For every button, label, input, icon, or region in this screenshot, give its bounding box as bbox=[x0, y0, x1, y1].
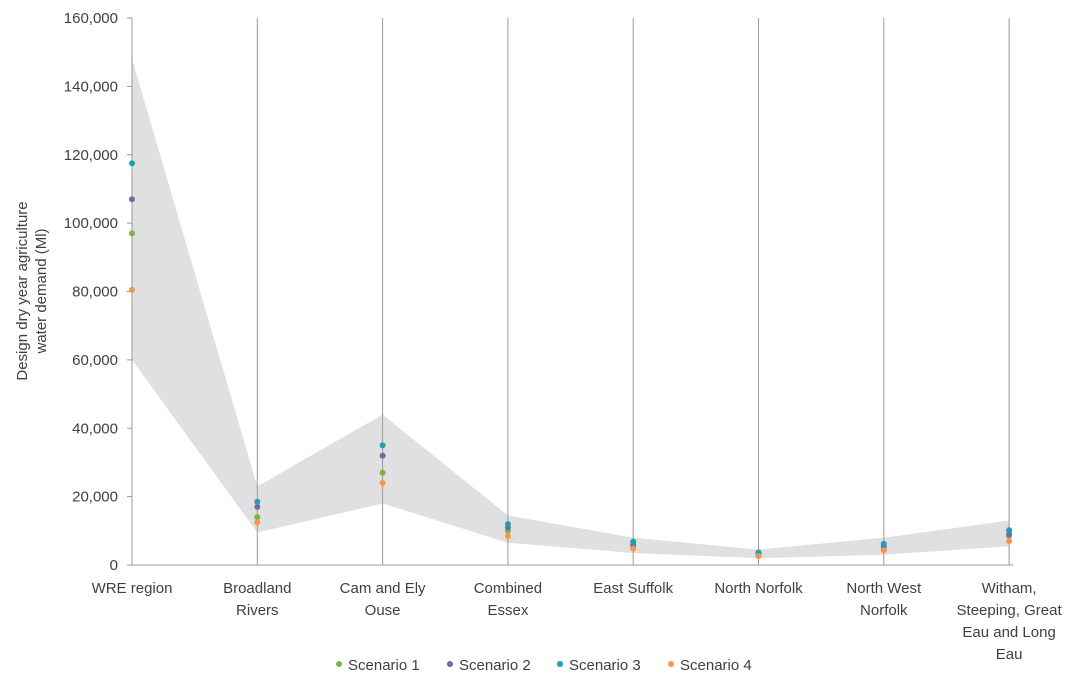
y-tick-label: 20,000 bbox=[72, 489, 118, 506]
legend-marker bbox=[668, 661, 674, 667]
data-point bbox=[756, 553, 762, 559]
category-label: East Suffolk bbox=[593, 580, 673, 597]
y-tick-label: 120,000 bbox=[64, 147, 118, 164]
data-point bbox=[380, 470, 386, 476]
category-label: North Norfolk bbox=[714, 580, 803, 597]
legend-label: Scenario 3 bbox=[569, 657, 641, 674]
category-label: Ouse bbox=[365, 602, 401, 619]
category-label: WRE region bbox=[92, 580, 173, 597]
data-point bbox=[630, 539, 636, 545]
category-label: Eau and Long bbox=[962, 624, 1055, 641]
data-point bbox=[129, 196, 135, 202]
category-label: Steeping, Great bbox=[957, 602, 1063, 619]
category-label: North West bbox=[846, 580, 922, 597]
category-label: Rivers bbox=[236, 602, 279, 619]
y-tick-label: 40,000 bbox=[72, 420, 118, 437]
data-point bbox=[129, 230, 135, 236]
category-label: Essex bbox=[487, 602, 528, 619]
data-point bbox=[254, 504, 260, 510]
data-point bbox=[129, 160, 135, 166]
legend-marker bbox=[336, 661, 342, 667]
data-point bbox=[380, 453, 386, 459]
legend-marker bbox=[447, 661, 453, 667]
y-tick-label: 140,000 bbox=[64, 78, 118, 95]
category-label: Eau bbox=[996, 646, 1023, 663]
legend-label: Scenario 2 bbox=[459, 657, 531, 674]
category-label: Cam and Ely bbox=[340, 580, 426, 597]
category-label: Broadland bbox=[223, 580, 291, 597]
legend-label: Scenario 1 bbox=[348, 657, 420, 674]
data-point bbox=[630, 546, 636, 552]
data-point bbox=[505, 521, 511, 527]
data-point bbox=[881, 547, 887, 553]
data-point bbox=[1006, 538, 1012, 544]
y-tick-label: 160,000 bbox=[64, 10, 118, 27]
category-label: Norfolk bbox=[860, 602, 908, 619]
y-axis-label: Design dry year agriculture bbox=[14, 201, 31, 380]
data-point bbox=[1006, 527, 1012, 533]
data-point bbox=[129, 287, 135, 293]
legend-label: Scenario 4 bbox=[680, 657, 752, 674]
data-point bbox=[881, 541, 887, 547]
data-point bbox=[254, 514, 260, 520]
data-point bbox=[254, 519, 260, 525]
y-tick-label: 80,000 bbox=[72, 284, 118, 301]
data-point bbox=[254, 499, 260, 505]
legend-marker bbox=[557, 661, 563, 667]
y-axis-label: water demand (Ml) bbox=[33, 228, 50, 354]
category-label: Witham, bbox=[982, 580, 1037, 597]
y-tick-label: 0 bbox=[110, 557, 118, 574]
data-point bbox=[380, 480, 386, 486]
category-label: Combined bbox=[474, 580, 542, 597]
data-point bbox=[505, 533, 511, 539]
data-point bbox=[380, 442, 386, 448]
range-band bbox=[132, 59, 1009, 558]
y-tick-label: 60,000 bbox=[72, 352, 118, 369]
y-tick-label: 100,000 bbox=[64, 215, 118, 232]
